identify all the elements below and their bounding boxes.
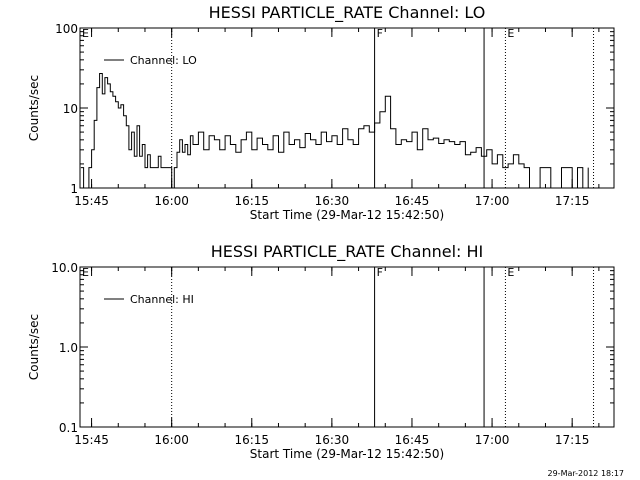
event-marker-label: F (377, 27, 383, 40)
x-tick-label: 17:00 (475, 433, 510, 447)
x-tick-label: 16:30 (315, 194, 350, 208)
y-axis-label: Counts/sec (27, 75, 41, 141)
legend-label: Channel: HI (130, 293, 194, 306)
series-line-1 (80, 73, 589, 188)
event-marker-label: E (82, 27, 89, 40)
x-tick-label: 15:45 (74, 194, 109, 208)
x-tick-label: 16:45 (395, 194, 430, 208)
chart-panel-2: HESSI PARTICLE_RATE Channel: HI 0.1 1.0 10.… (27, 242, 615, 461)
chart-title: HESSI PARTICLE_RATE Channel: LO (209, 3, 486, 23)
x-tick-label: 17:15 (555, 433, 590, 447)
y-tick-label: 100 (55, 22, 78, 36)
event-marker-label: E (82, 266, 89, 279)
y-tick-label: 1 (70, 182, 78, 196)
y-axis-label: Counts/sec (27, 314, 41, 380)
x-tick-label: 16:15 (234, 433, 269, 447)
x-tick-label: 16:00 (154, 194, 189, 208)
legend-label: Channel: LO (130, 54, 197, 67)
event-marker-label: F (377, 266, 383, 279)
x-tick-label: 15:45 (74, 433, 109, 447)
event-marker-label: E (507, 266, 514, 279)
x-axis-label: Start Time (29-Mar-12 15:42:50) (250, 447, 444, 461)
x-axis-label: Start Time (29-Mar-12 15:42:50) (250, 208, 444, 222)
x-tick-label: 16:45 (395, 433, 430, 447)
y-tick-label: 1.0 (59, 341, 78, 355)
y-tick-label: 10 (63, 102, 78, 116)
y-tick-label: 10.0 (51, 261, 78, 275)
footer-timestamp: 29-Mar-2012 18:17 (548, 469, 625, 478)
x-tick-label: 16:15 (234, 194, 269, 208)
x-tick-label: 16:30 (315, 433, 350, 447)
x-tick-label: 16:00 (154, 433, 189, 447)
y-tick-label: 0.1 (59, 421, 78, 435)
x-tick-label: 17:15 (555, 194, 590, 208)
chart-title: HESSI PARTICLE_RATE Channel: HI (211, 242, 484, 262)
event-marker-label: E (507, 27, 514, 40)
x-tick-label: 17:00 (475, 194, 510, 208)
chart-panel-1: HESSI PARTICLE_RATE Channel: LO 1 10 100 Cou… (27, 3, 615, 222)
